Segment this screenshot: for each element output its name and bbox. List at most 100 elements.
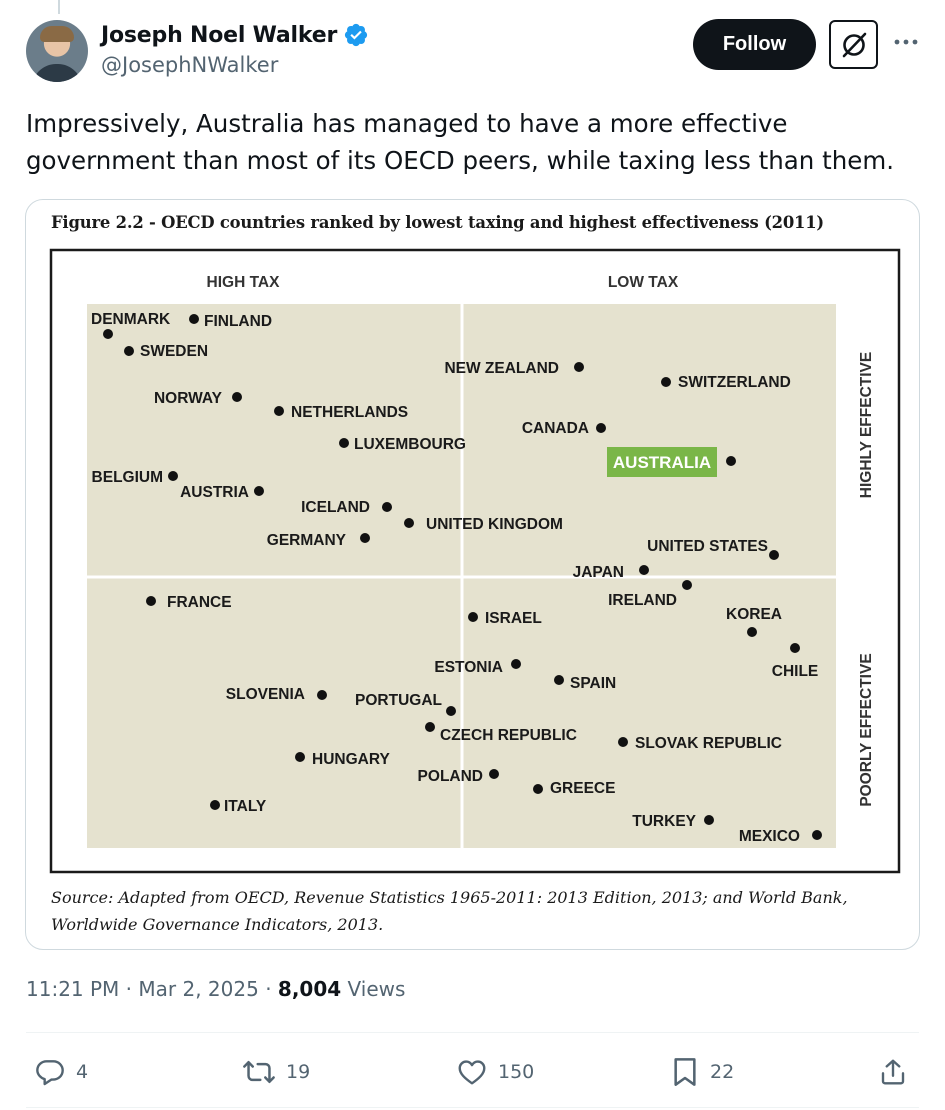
point-poland: [489, 769, 499, 779]
point-portugal: [446, 706, 456, 716]
point-estonia: [511, 659, 521, 669]
point-label-estonia: ESTONIA: [434, 659, 503, 676]
point-label-poland: POLAND: [418, 768, 483, 785]
author-name[interactable]: Joseph Noel Walker: [101, 22, 338, 48]
point-canada: [596, 423, 606, 433]
grok-icon: [842, 32, 866, 57]
avatar-shirt: [32, 64, 82, 82]
meta-separator: ·: [125, 977, 133, 1001]
point-label-germany: GERMANY: [267, 532, 347, 549]
bookmark-icon: [674, 1058, 696, 1086]
tweet-text: Impressively, Australia has managed to h…: [26, 109, 894, 175]
scatter-chart: HIGH TAX LOW TAX HIGHLY EFFECTIVE POORLY EF…: [49, 248, 901, 874]
point-switzerland: [661, 377, 671, 387]
point-label-united-states: UNITED STATES: [647, 538, 768, 555]
bookmark-count: 22: [710, 1061, 735, 1083]
repost-icon: [243, 1060, 275, 1084]
point-label-spain: SPAIN: [570, 675, 616, 692]
point-new-zealand: [574, 362, 584, 372]
point-hungary: [295, 752, 305, 762]
point-korea: [747, 627, 757, 637]
point-slovenia: [317, 690, 327, 700]
point-finland: [189, 314, 199, 324]
point-label-norway: NORWAY: [154, 390, 223, 407]
point-greece: [533, 784, 543, 794]
author-handle[interactable]: @JosephNWalker: [101, 53, 279, 77]
verified-badge-icon: [345, 23, 368, 47]
more-button[interactable]: [888, 24, 924, 60]
tweet-meta: 11:21 PM · Mar 2, 2025 · 8,004 Views: [26, 977, 405, 1001]
point-belgium: [168, 471, 178, 481]
point-label-finland: FINLAND: [204, 313, 272, 330]
quadrant-label-poorly-effective: POORLY EFFECTIVE: [858, 653, 875, 806]
point-label-united-kingdom: UNITED KINGDOM: [426, 516, 563, 533]
point-turkey: [704, 815, 714, 825]
follow-button[interactable]: Follow: [693, 19, 816, 70]
point-label-netherlands: NETHERLANDS: [291, 404, 408, 421]
point-mexico: [812, 830, 822, 840]
point-label-denmark: DENMARK: [91, 311, 171, 328]
point-ireland: [682, 580, 692, 590]
point-label-luxembourg: LUXEMBOURG: [354, 436, 466, 453]
point-label-portugal: PORTUGAL: [355, 692, 442, 709]
quadrant-label-high-tax: HIGH TAX: [207, 274, 281, 291]
action-bar: 4 19 150 22: [26, 1048, 919, 1096]
reply-count: 4: [76, 1061, 89, 1083]
point-label-belgium: BELGIUM: [92, 469, 163, 486]
point-iceland: [382, 502, 392, 512]
more-icon: [894, 39, 918, 45]
reply-button[interactable]: 4: [34, 1048, 88, 1096]
point-japan: [639, 565, 649, 575]
point-spain: [554, 675, 564, 685]
point-label-czech-republic: CZECH REPUBLIC: [440, 727, 577, 744]
point-label-canada: CANADA: [522, 420, 589, 437]
point-czech-republic: [425, 722, 435, 732]
point-germany: [360, 533, 370, 543]
grok-button[interactable]: [829, 20, 878, 69]
point-label-iceland: ICELAND: [301, 499, 370, 516]
divider: [26, 1107, 919, 1108]
tweet-date[interactable]: Mar 2, 2025: [138, 977, 259, 1001]
point-label-slovenia: SLOVENIA: [226, 686, 305, 703]
point-label-japan: JAPAN: [573, 564, 624, 581]
views-label: Views: [347, 977, 406, 1001]
thread-connector-line: [58, 0, 60, 14]
point-australia: [726, 456, 736, 466]
point-label-turkey: TURKEY: [632, 813, 696, 830]
point-label-korea: KOREA: [726, 606, 782, 623]
point-norway: [232, 392, 242, 402]
point-label-france: FRANCE: [167, 594, 232, 611]
tweet-media-image[interactable]: Figure 2.2 - OECD countries ranked by lo…: [25, 199, 920, 950]
share-button[interactable]: [878, 1048, 908, 1096]
point-label-chile: CHILE: [772, 663, 819, 680]
views-count: 8,004: [277, 977, 342, 1001]
meta-separator: ·: [265, 977, 272, 1001]
repost-button[interactable]: 19: [242, 1048, 310, 1096]
point-slovak-republic: [618, 737, 628, 747]
point-label-ireland: IRELAND: [608, 592, 677, 609]
figure-source: Source: Adapted from OECD, Revenue Stati…: [51, 888, 848, 934]
tweet-time[interactable]: 11:21 PM: [26, 977, 120, 1001]
like-button[interactable]: 150: [456, 1048, 534, 1096]
avatar[interactable]: [26, 20, 88, 82]
share-icon: [881, 1059, 905, 1085]
point-label-israel: ISRAEL: [485, 610, 542, 627]
point-israel: [468, 612, 478, 622]
point-denmark: [103, 329, 113, 339]
highlight-box-australia: [607, 447, 717, 477]
point-netherlands: [274, 406, 284, 416]
bookmark-button[interactable]: 22: [670, 1048, 734, 1096]
quadrant-label-highly-effective: HIGHLY EFFECTIVE: [858, 352, 875, 498]
like-icon: [458, 1060, 486, 1085]
point-chile: [790, 643, 800, 653]
quadrant-label-low-tax: LOW TAX: [608, 274, 679, 291]
author-name-row[interactable]: Joseph Noel Walker: [101, 20, 369, 50]
point-label-sweden: SWEDEN: [140, 343, 208, 360]
point-label-australia: AUSTRALIA: [613, 453, 711, 472]
point-sweden: [124, 346, 134, 356]
point-label-italy: ITALY: [224, 798, 267, 815]
point-label-hungary: HUNGARY: [312, 751, 390, 768]
reply-icon: [36, 1060, 64, 1086]
divider: [26, 1032, 919, 1033]
like-count: 150: [498, 1061, 535, 1083]
